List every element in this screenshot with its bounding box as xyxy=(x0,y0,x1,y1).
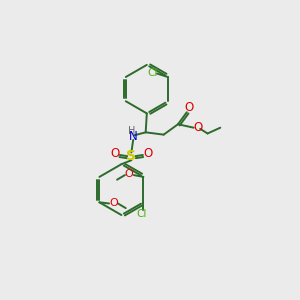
Text: Cl: Cl xyxy=(136,209,146,219)
Text: O: O xyxy=(110,198,118,208)
Text: O: O xyxy=(184,100,193,114)
Text: O: O xyxy=(110,147,119,160)
Text: O: O xyxy=(143,147,153,160)
Text: H: H xyxy=(128,126,136,136)
Text: Cl: Cl xyxy=(148,68,158,78)
Text: O: O xyxy=(193,121,203,134)
Text: S: S xyxy=(126,149,136,163)
Text: O: O xyxy=(125,169,134,179)
Text: N: N xyxy=(129,130,138,143)
